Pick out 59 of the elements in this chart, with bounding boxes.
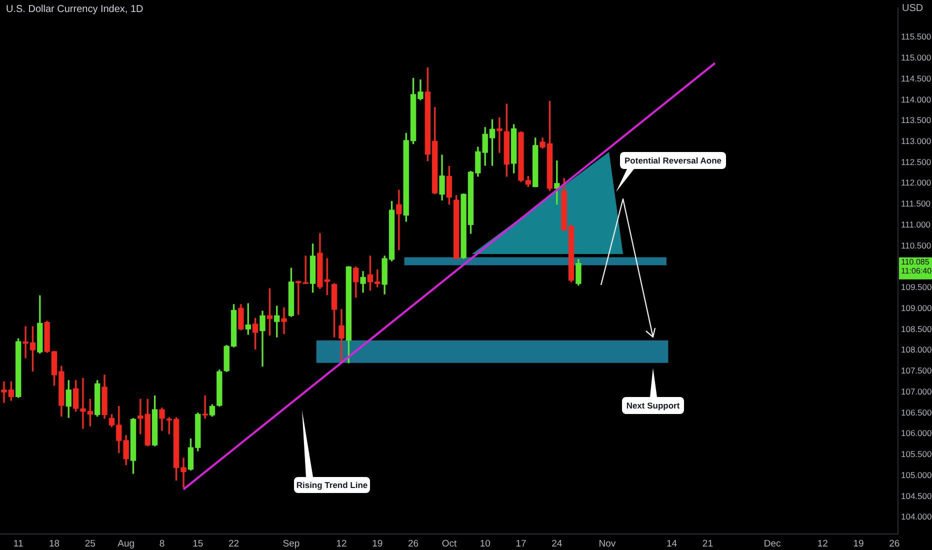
annotation: Rising Trend Line xyxy=(296,480,368,490)
y-tick-label: 114.000 xyxy=(901,94,932,104)
y-tick-label: 104.000 xyxy=(901,512,932,522)
y-tick-label: 110.500 xyxy=(901,240,932,250)
y-tick-label: 106.500 xyxy=(901,407,932,418)
x-tick-label: 24 xyxy=(552,538,562,550)
y-tick-label: 105.500 xyxy=(901,449,932,460)
y-tick-label: 108.500 xyxy=(901,324,932,334)
y-tick-label: 108.000 xyxy=(901,344,932,355)
x-tick-label: 8 xyxy=(159,538,165,550)
x-tick-label: 25 xyxy=(84,538,96,550)
speech-bubble: Next Support xyxy=(622,368,684,414)
x-tick-label: Aug xyxy=(118,538,135,550)
annotation: Next Support xyxy=(626,400,680,410)
x-tick-label: 17 xyxy=(516,538,526,550)
y-tick-label: 112.500 xyxy=(901,156,932,167)
x-tick-label: 19 xyxy=(853,538,864,550)
y-tick-label: 105.000 xyxy=(901,470,932,480)
y-tick-label: 107.500 xyxy=(901,366,932,376)
speech-bubble: Potential Reversal Aone xyxy=(616,152,726,192)
candlestick xyxy=(281,307,287,334)
x-tick-label: 18 xyxy=(48,538,60,550)
x-tick-label: Oct xyxy=(442,538,457,550)
y-tick-label: 112.000 xyxy=(901,178,932,188)
annotation: Potential Reversal Aone xyxy=(624,156,722,166)
y-tick-label: 111.500 xyxy=(901,198,931,209)
y-tick-label: 111.000 xyxy=(901,219,931,230)
x-tick-label: 11 xyxy=(13,538,24,550)
chart-title: U.S. Dollar Currency Index, 1D xyxy=(6,4,144,15)
candlestick xyxy=(396,190,402,250)
y-tick-label: 114.500 xyxy=(901,73,932,84)
x-tick-label: 12 xyxy=(817,538,828,550)
x-tick-label: 22 xyxy=(228,538,240,550)
y-tick-label: 113.000 xyxy=(901,136,932,146)
x-tick-label: 21 xyxy=(702,538,713,550)
speech-bubble: Rising Trend Line xyxy=(294,410,370,493)
x-tick-label: 26 xyxy=(408,538,419,550)
y-tick-label: 104.500 xyxy=(901,490,932,501)
x-tick-label: Dec xyxy=(764,538,782,550)
x-tick-label: 10 xyxy=(480,538,490,550)
y-tick-label: 109.500 xyxy=(901,282,932,292)
y-tick-label: 109.000 xyxy=(901,302,932,313)
y-tick-label: 113.500 xyxy=(901,115,932,126)
text: 11:06:40 xyxy=(901,266,932,276)
x-tick-label: 12 xyxy=(336,538,347,550)
x-tick-label: 19 xyxy=(372,538,383,550)
y-tick-label: 107.000 xyxy=(901,386,932,396)
text: 110.085 xyxy=(901,258,930,267)
x-tick-label: 26 xyxy=(889,538,900,550)
y-tick-label: 106.000 xyxy=(901,428,932,438)
candlestick xyxy=(202,396,208,419)
x-tick-label: 14 xyxy=(666,538,678,550)
y-tick-label: 115.500 xyxy=(901,32,932,42)
x-tick-label: Sep xyxy=(282,538,300,550)
y-tick-label: 115.000 xyxy=(901,52,932,63)
y-axis-title: USD xyxy=(902,2,924,14)
x-tick-label: 15 xyxy=(192,538,204,550)
x-tick-label: Nov xyxy=(598,538,616,550)
candlestick xyxy=(496,118,502,153)
